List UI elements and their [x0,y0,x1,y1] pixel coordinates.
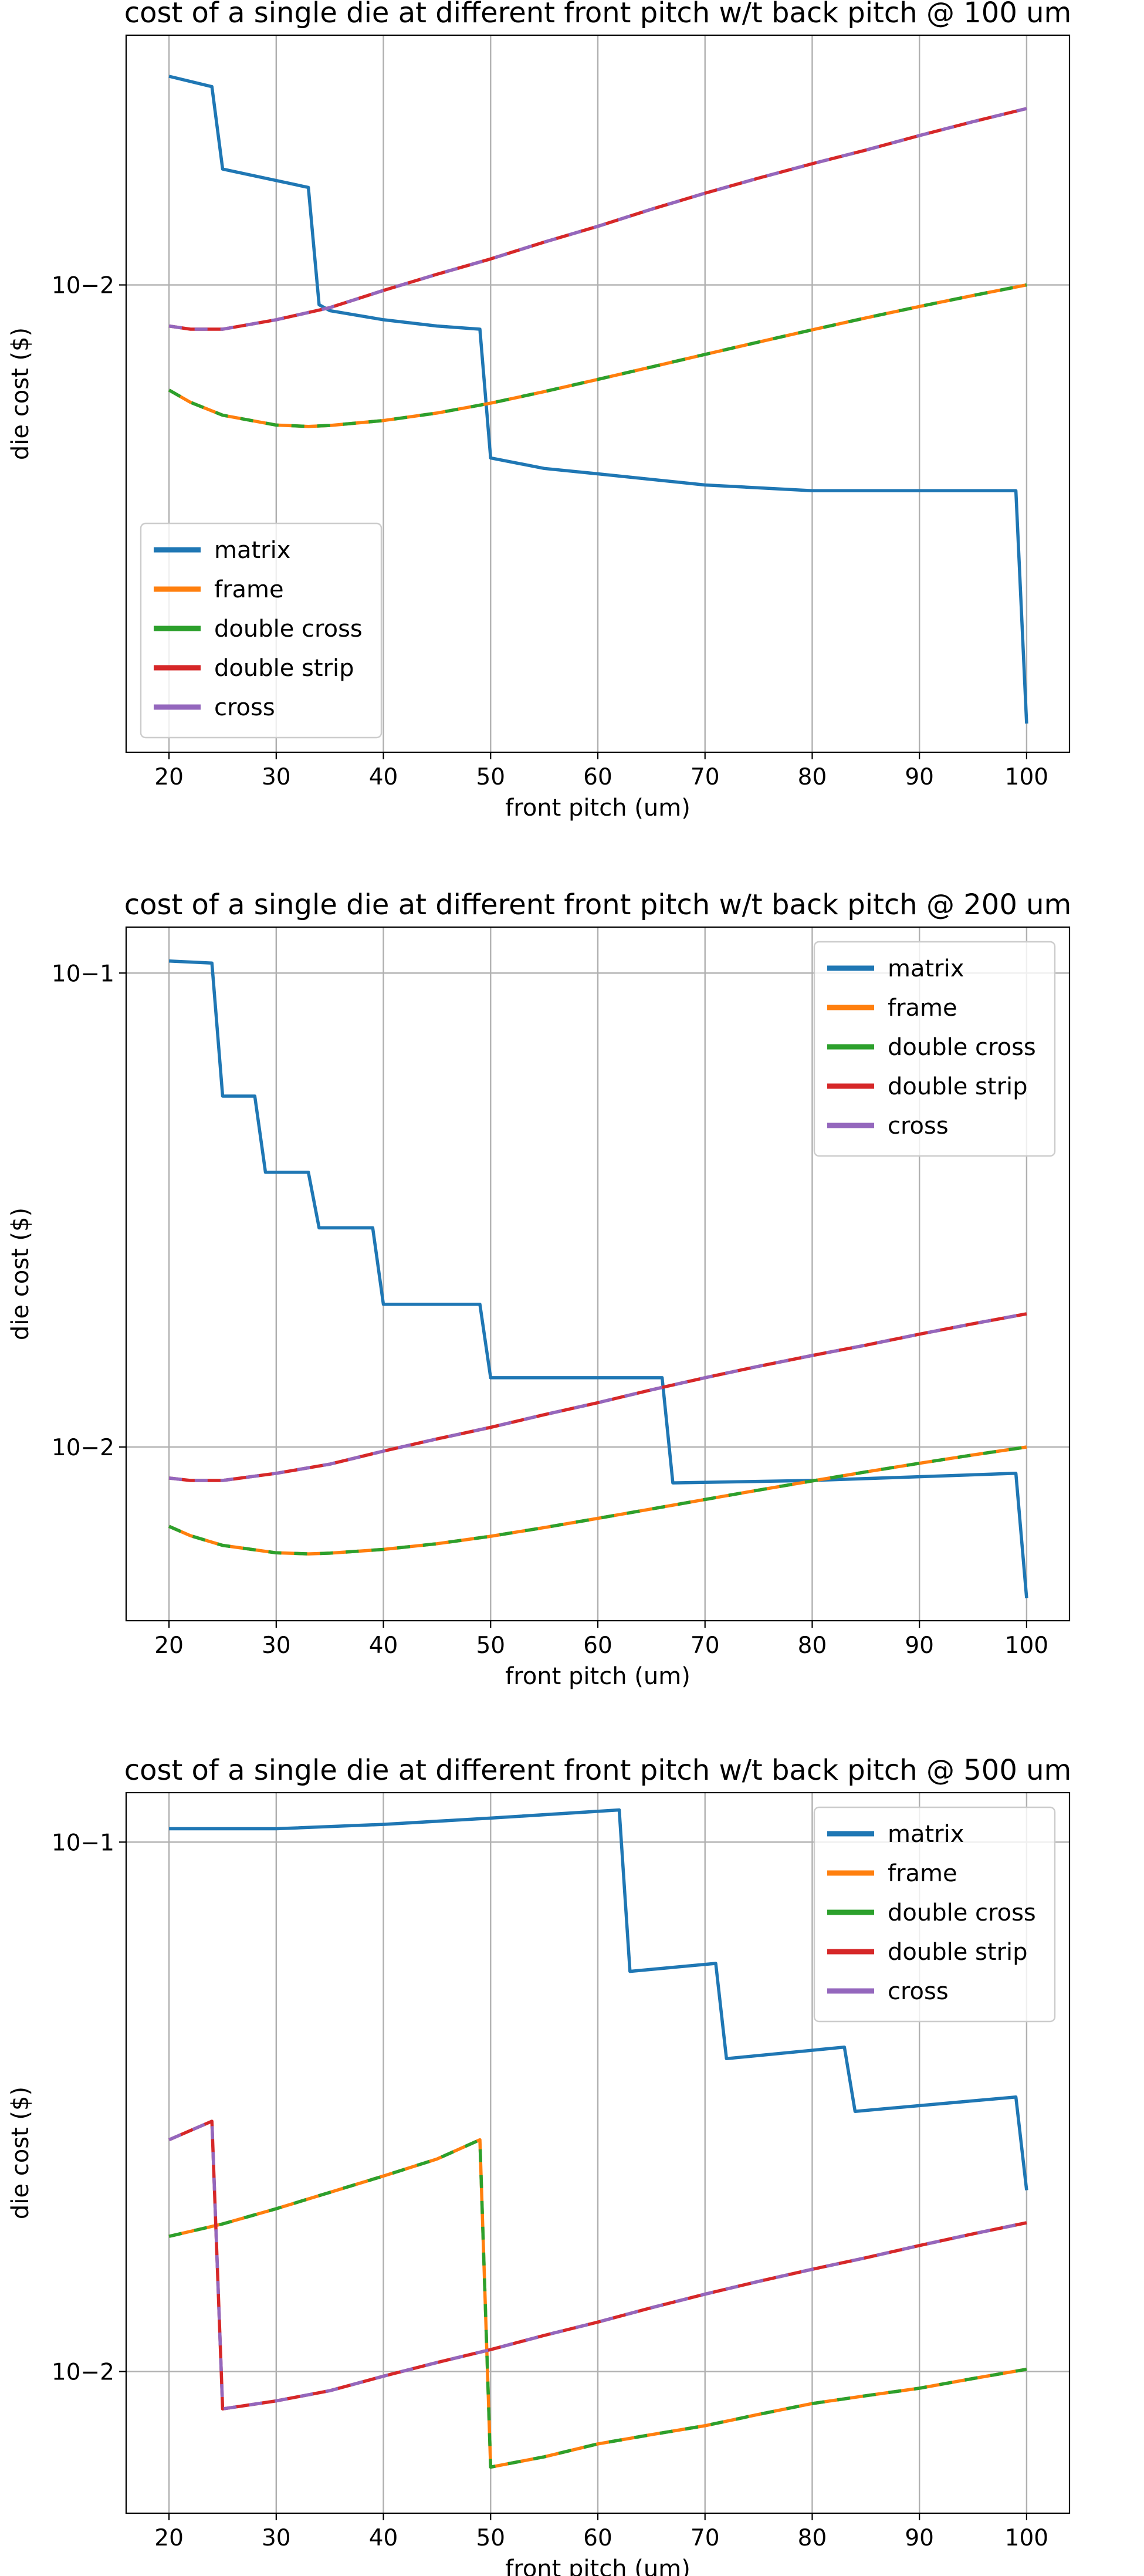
y-tick-label: 10−1 [52,961,114,987]
y-axis-label: die cost ($) [7,1208,34,1340]
series-line-matrix [169,1808,1028,2190]
x-tick-label: 90 [905,764,934,790]
x-tick-label: 80 [798,2525,827,2551]
legend-label: cross [888,1113,949,1140]
legend-label: cross [214,694,275,721]
chart-title: cost of a single die at different front … [124,888,1072,921]
chart-title: cost of a single die at different front … [124,1754,1072,1787]
legend: matrix frame double cross double strip cross [813,941,1056,1157]
x-tick-label: 100 [1005,1632,1048,1659]
series-line-matrix [168,75,1028,724]
legend-label: double cross [888,1899,1036,1926]
x-tick-label: 70 [691,1632,720,1659]
legend-frame [140,522,383,739]
x-axis-label: front pitch (um) [505,1663,691,1690]
x-tick-label: 20 [154,764,184,790]
legend-label: double strip [888,1073,1028,1100]
series-line-double-cross [168,2138,1027,2469]
legend-label: cross [888,1978,949,2005]
x-tick-label: 50 [476,764,505,790]
legend-label: double cross [888,1034,1036,1061]
y-axis-label: die cost ($) [7,2087,34,2219]
y-axis-label: die cost ($) [7,327,34,460]
chart-title: cost of a single die at different front … [124,0,1072,29]
series-line-double-strip [168,2119,1027,2411]
legend-label: frame [888,1860,957,1887]
x-tick-label: 40 [369,1632,398,1659]
y-tick-label: 10−2 [52,2359,114,2386]
chart-panel-2: 20 30 40 50 60 70 80 90 100 10−2 10−1 cost of a sin… [7,888,1071,1690]
legend-label: double strip [214,655,354,682]
y-tick-label: 10−2 [52,273,114,299]
chart-panel-3: 20 30 40 50 60 70 80 90 100 10−2 10−1 cost of a sin… [7,1754,1071,2576]
x-tick-label: 20 [154,1632,184,1659]
x-axis-label: front pitch (um) [505,795,691,822]
series-line-double-cross [168,1445,1027,1556]
x-tick-label: 30 [262,764,291,790]
x-tick-label: 30 [262,1632,291,1659]
x-tick-label: 70 [691,764,720,790]
legend-label: matrix [214,537,290,564]
x-tick-label: 90 [905,1632,934,1659]
x-tick-label: 70 [691,2525,720,2551]
x-tick-label: 40 [369,2525,398,2551]
x-tick-label: 50 [476,1632,505,1659]
legend-label: double cross [214,616,363,643]
legend-label: frame [214,576,284,603]
legend-label: frame [888,995,957,1022]
x-tick-label: 60 [583,764,612,790]
series-line-double-cross [168,283,1027,428]
x-tick-label: 80 [798,764,827,790]
x-tick-label: 60 [583,1632,612,1659]
chart-panel-1: 20 30 40 50 60 70 80 90 100 10−2 cost of a single … [7,0,1071,822]
x-tick-label: 20 [154,2525,184,2551]
legend-frame [813,1806,1056,2023]
x-tick-label: 100 [1005,764,1048,790]
series-line-double-strip [168,1312,1027,1482]
x-tick-label: 50 [476,2525,505,2551]
y-tick-label: 10−1 [52,1830,114,1856]
x-axis-label: front pitch (um) [505,2555,691,2576]
series-line-cross [168,107,1027,331]
x-tick-label: 60 [583,2525,612,2551]
x-tick-label: 40 [369,764,398,790]
legend-label: matrix [888,955,964,982]
legend-label: double strip [888,1939,1028,1966]
x-tick-label: 80 [798,1632,827,1659]
y-tick-label: 10−2 [52,1435,114,1461]
x-tick-label: 30 [262,2525,291,2551]
legend-label: matrix [888,1821,964,1848]
series-line-matrix [168,959,1028,1598]
legend-frame [813,941,1056,1157]
legend: matrix frame double cross double strip cross [140,522,383,739]
legend: matrix frame double cross double strip cross [813,1806,1056,2023]
x-tick-label: 90 [905,2525,934,2551]
x-tick-label: 100 [1005,2525,1048,2551]
